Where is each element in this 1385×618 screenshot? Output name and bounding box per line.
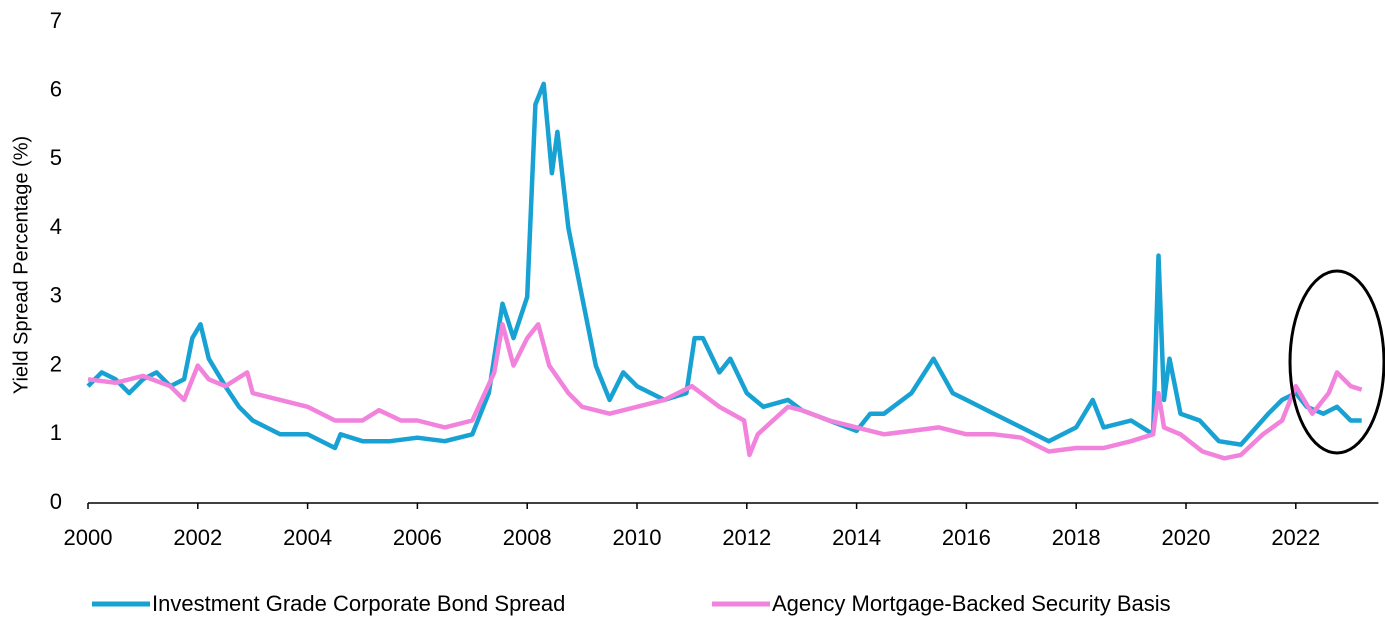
series-line (86, 81, 1362, 451)
y-tick-label: 0 (50, 489, 62, 514)
y-tick-label: 5 (50, 145, 62, 170)
y-tick-label: 1 (50, 420, 62, 445)
series-line (87, 322, 1363, 461)
x-tick-label: 2004 (283, 525, 332, 550)
x-tick-label: 2020 (1162, 525, 1211, 550)
y-tick-label: 7 (50, 8, 62, 33)
y-tick-label: 2 (50, 351, 62, 376)
x-tick-label: 2000 (64, 525, 113, 550)
x-tick-label: 2008 (503, 525, 552, 550)
legend-label: Investment Grade Corporate Bond Spread (152, 591, 565, 616)
y-tick-label: 4 (50, 214, 62, 239)
x-tick-label: 2018 (1052, 525, 1101, 550)
x-tick-label: 2014 (832, 525, 881, 550)
legend-label: Agency Mortgage-Backed Security Basis (772, 591, 1171, 616)
x-tick-label: 2006 (393, 525, 442, 550)
x-tick-label: 2010 (613, 525, 662, 550)
x-tick-label: 2002 (173, 525, 222, 550)
y-axis-label: Yield Spread Percentage (%) (10, 136, 32, 394)
y-tick-label: 6 (50, 77, 62, 102)
x-tick-label: 2022 (1271, 525, 1320, 550)
highlight-ellipse (1288, 269, 1385, 455)
x-tick-label: 2016 (942, 525, 991, 550)
x-tick-label: 2012 (722, 525, 771, 550)
y-tick-label: 3 (50, 283, 62, 308)
